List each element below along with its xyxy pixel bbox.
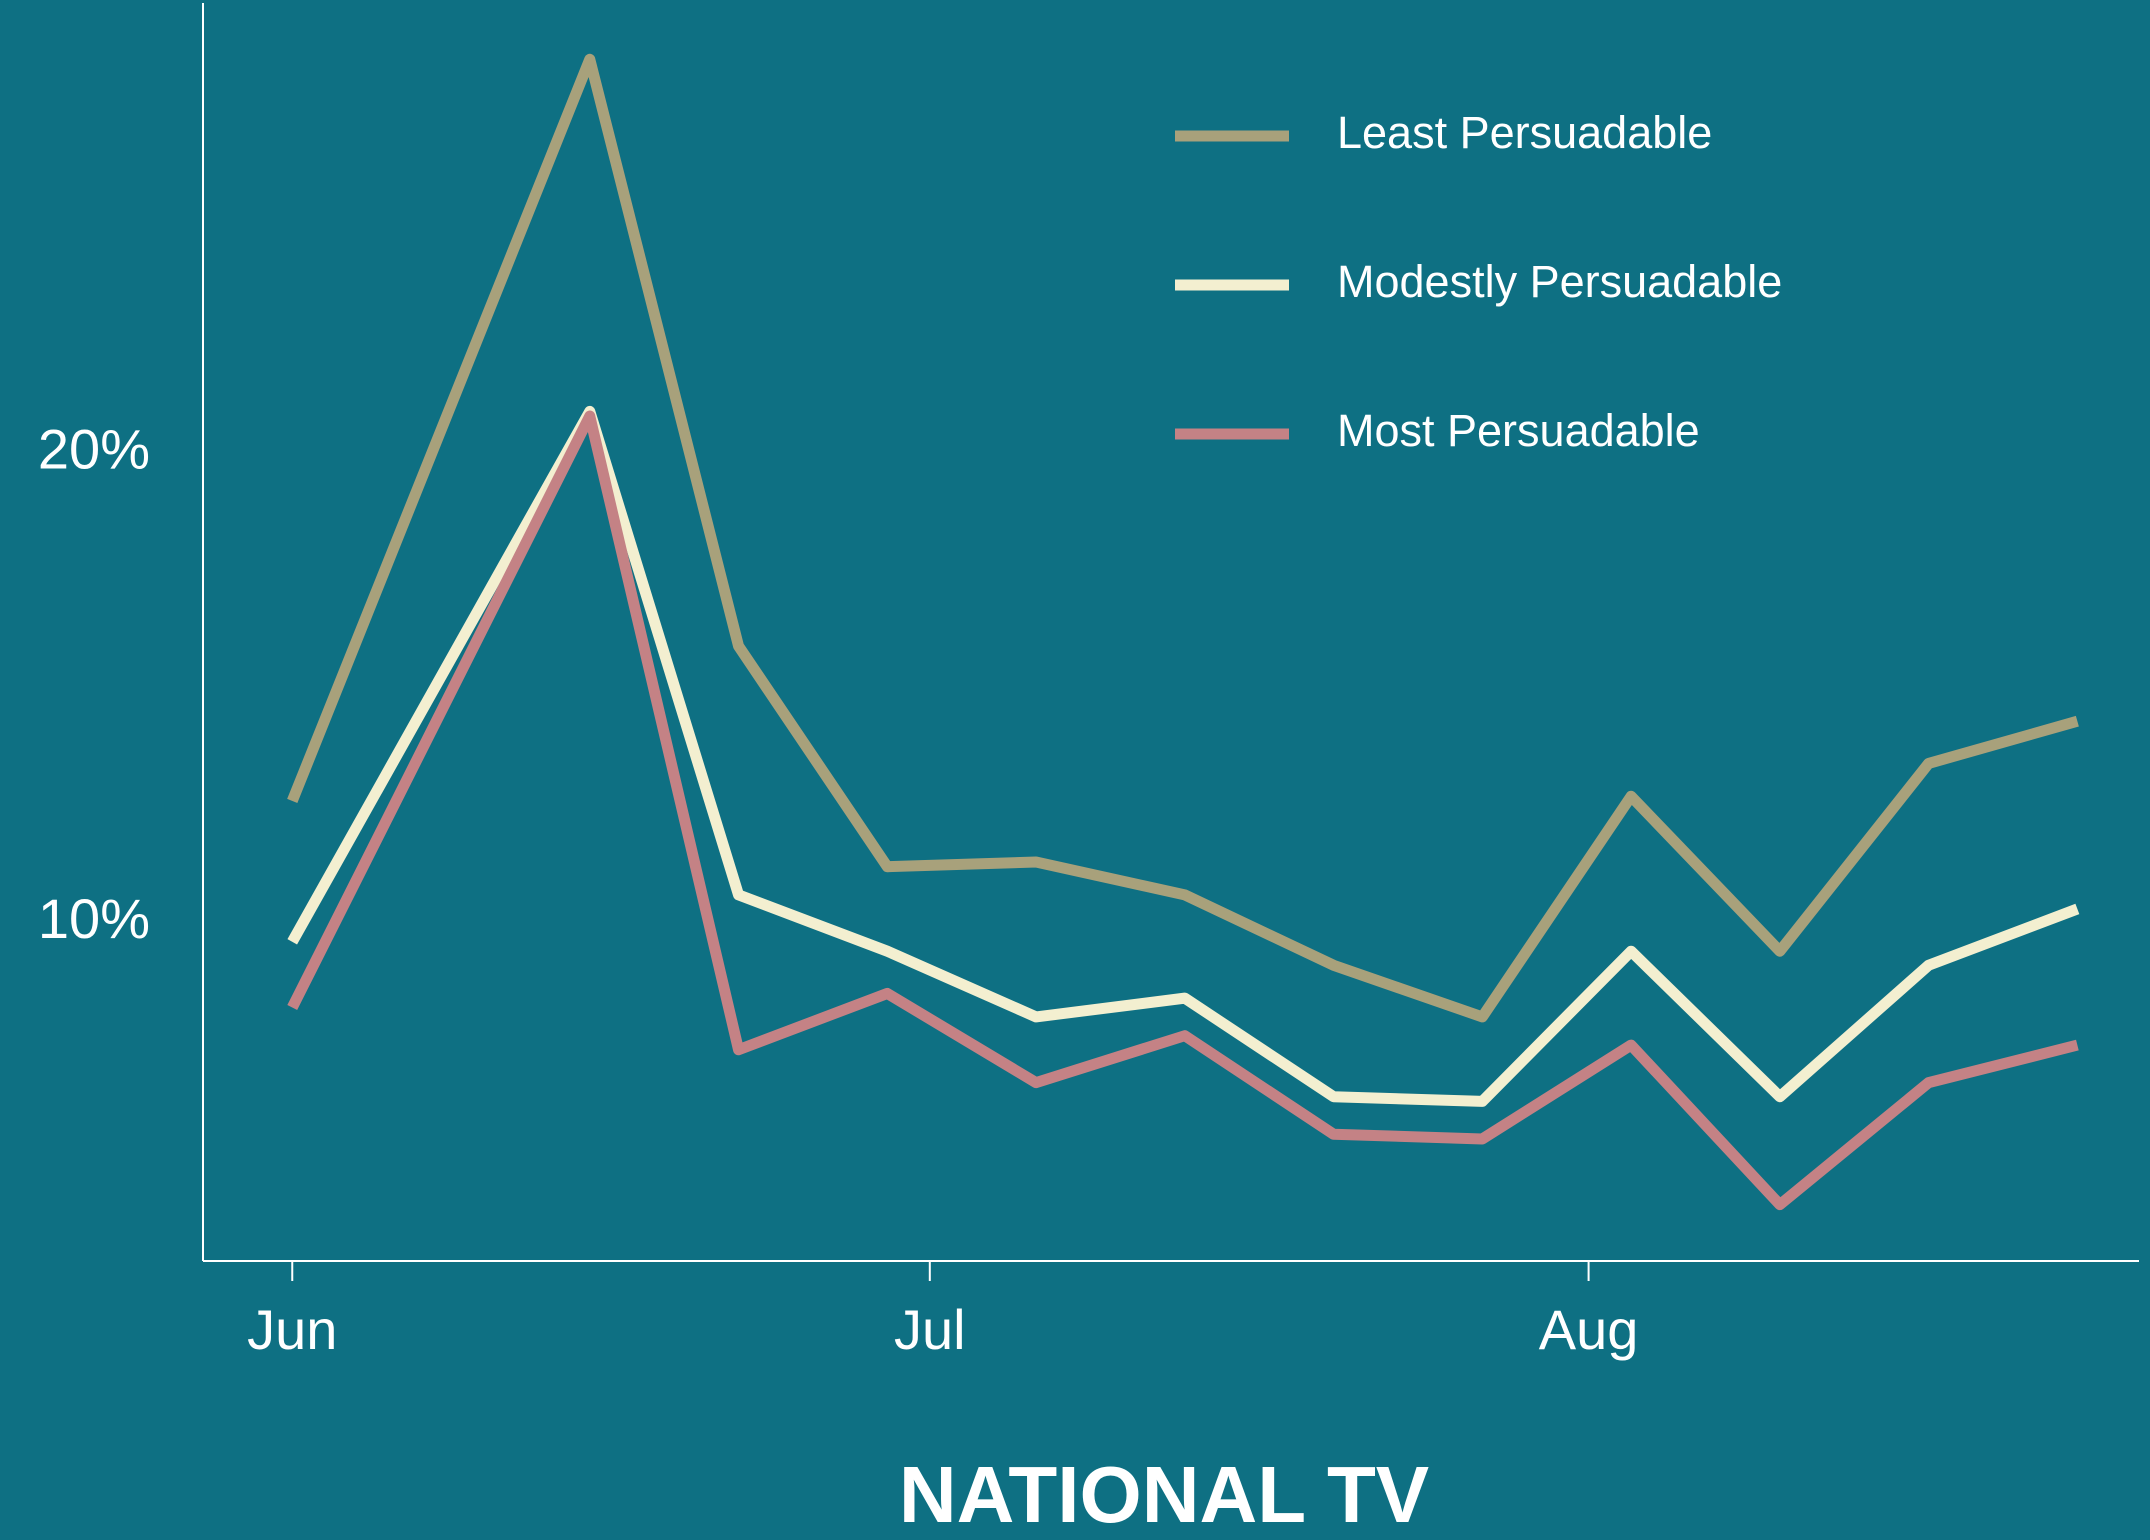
x-axis-title: NATIONAL TV <box>899 1450 1429 1539</box>
legend-label: Modestly Persuadable <box>1337 256 1782 307</box>
y-tick-label: 10% <box>38 887 150 950</box>
y-tick-label: 20% <box>38 417 150 480</box>
x-tick-label: Aug <box>1539 1298 1639 1361</box>
series-line <box>287 53 2079 1023</box>
legend-label: Least Persuadable <box>1337 107 1712 158</box>
x-tick-label: Jun <box>247 1298 337 1361</box>
legend-label: Most Persuadable <box>1337 405 1700 456</box>
series-line <box>287 410 2079 1211</box>
series-line <box>287 405 2080 1107</box>
x-tick-label: Jul <box>894 1298 966 1361</box>
